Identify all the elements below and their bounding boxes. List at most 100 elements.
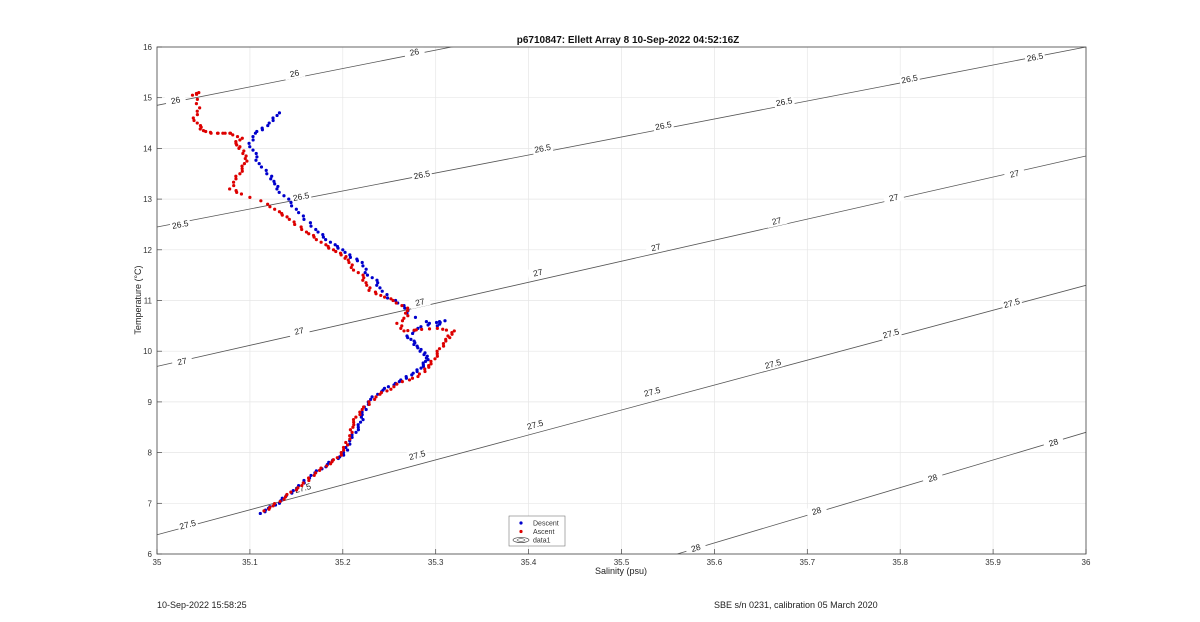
ascent-point	[319, 466, 323, 470]
ascent-point	[441, 327, 445, 331]
descent-point	[393, 298, 398, 303]
ascent-point	[234, 140, 238, 144]
ascent-point	[356, 271, 360, 275]
ascent-point	[335, 456, 339, 460]
ascent-point	[231, 133, 235, 137]
ascent-point	[190, 93, 195, 97]
descent-point	[375, 278, 379, 282]
ascent-point	[444, 328, 449, 332]
descent-point	[275, 113, 279, 118]
ascent-point	[395, 382, 399, 386]
descent-point	[277, 111, 282, 115]
ascent-point	[266, 202, 270, 206]
legend-entry-descent: Descent	[533, 521, 559, 528]
contour-label: 26.5	[171, 218, 189, 231]
contour-label: 27.5	[882, 326, 901, 340]
ascent-point	[441, 341, 446, 346]
x-tick-label: 35.3	[428, 558, 444, 567]
ascent-point	[437, 347, 442, 351]
ascent-point	[405, 309, 410, 313]
descent-point	[289, 200, 293, 205]
descent-point	[302, 478, 306, 483]
legend-marker-data1-inner	[516, 538, 526, 542]
ascent-point	[238, 172, 242, 176]
ascent-point	[429, 362, 433, 366]
contour-label: 27.5	[526, 418, 545, 432]
ascent-point	[379, 293, 383, 298]
descent-point	[350, 435, 354, 439]
ascent-point	[195, 109, 199, 113]
contour-label-bg	[641, 384, 664, 400]
ascent-point	[350, 263, 354, 267]
ascent-point	[435, 354, 439, 358]
ascent-point	[427, 363, 431, 368]
descent-point	[386, 385, 391, 389]
chart-title: p6710847: Ellett Array 8 10-Sep-2022 04:…	[517, 35, 740, 46]
ascent-point	[362, 405, 366, 409]
y-axis-label: Temperature (°C)	[133, 265, 143, 334]
ascent-point	[215, 131, 220, 135]
contour-label-bg	[879, 326, 902, 341]
ascent-point	[242, 149, 246, 153]
ascent-point	[311, 233, 316, 238]
ascent-point	[385, 389, 389, 393]
ascent-point	[324, 243, 328, 247]
ascent-point	[348, 437, 352, 441]
ascent-point	[331, 248, 336, 252]
y-tick-label: 14	[143, 144, 152, 153]
ascent-point	[240, 136, 244, 140]
ascent-point	[314, 238, 318, 242]
ascent-point	[242, 162, 247, 166]
ascent-point	[194, 102, 199, 106]
descent-point	[264, 168, 268, 172]
descent-point	[415, 344, 419, 348]
ascent-point	[423, 367, 427, 371]
ascent-point	[245, 159, 249, 163]
ascent-point	[435, 326, 439, 330]
descent-point	[343, 250, 347, 254]
descent-point	[356, 425, 360, 429]
ascent-point	[400, 324, 404, 328]
descent-point	[358, 420, 363, 424]
ascent-point	[319, 240, 323, 244]
ascent-point	[307, 232, 311, 236]
descent-point	[297, 211, 301, 215]
ascent-point	[361, 273, 365, 277]
descent-point	[409, 337, 413, 341]
descent-point	[370, 276, 374, 280]
descent-point	[443, 319, 447, 323]
contour-label-bg	[684, 540, 707, 554]
contour-line	[157, 47, 454, 106]
descent-point	[378, 286, 382, 290]
contour-label-bg	[652, 118, 675, 133]
contour-label: 26	[409, 46, 420, 58]
x-tick-label: 35.9	[985, 558, 1001, 567]
ascent-point	[282, 497, 286, 501]
descent-point	[302, 217, 306, 221]
x-tick-label: 35.1	[242, 558, 258, 567]
contour-label: 26.5	[533, 142, 551, 155]
ascent-point	[228, 187, 232, 191]
ascent-point	[238, 145, 242, 149]
descent-point	[271, 118, 275, 123]
descent-point	[309, 224, 313, 228]
descent-point	[361, 264, 365, 268]
ascent-point	[420, 327, 424, 331]
ascent-point	[452, 329, 456, 333]
descent-point	[410, 331, 415, 336]
descent-point	[251, 148, 255, 152]
ascent-point	[395, 321, 399, 325]
ascent-point	[248, 195, 252, 200]
ascent-point	[392, 385, 396, 389]
ascent-point	[300, 483, 304, 488]
ascent-point	[197, 91, 201, 95]
contour-label-bg	[1003, 166, 1026, 181]
ascent-point	[259, 199, 263, 203]
contour-label-bg	[531, 141, 554, 156]
ascent-point	[292, 220, 296, 224]
ascent-point	[195, 121, 199, 125]
ascent-point	[379, 391, 383, 395]
descent-point	[365, 273, 370, 277]
